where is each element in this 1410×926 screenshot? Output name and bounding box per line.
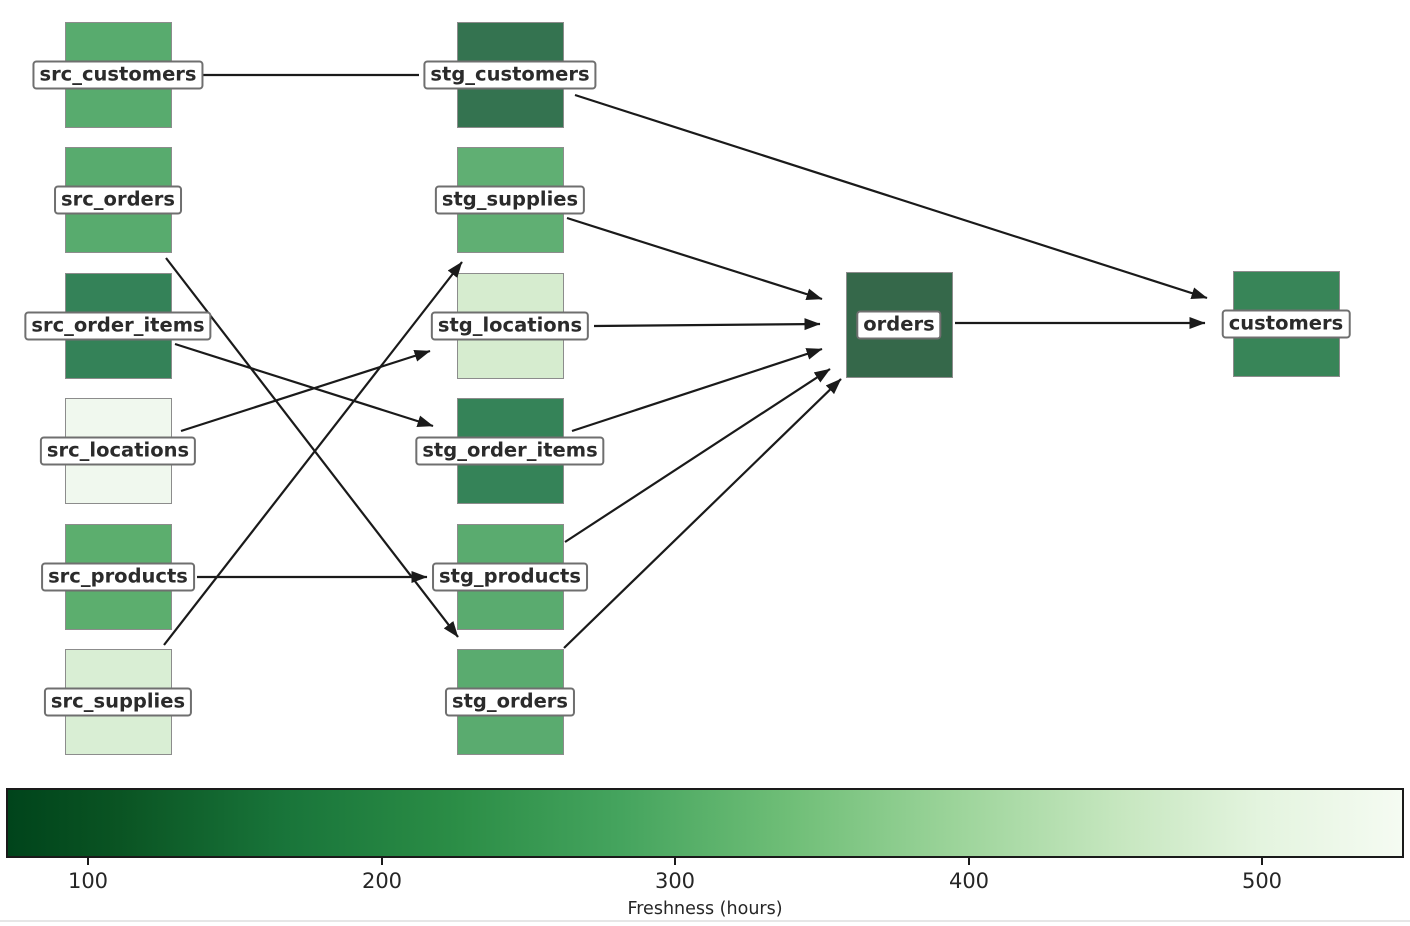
edge-stg_customers-to-customers: [574, 93, 1208, 300]
edge-src_supplies-to-stg_supplies: [163, 261, 463, 646]
edge-stg_orders-to-orders: [563, 378, 842, 649]
edge-src_order_items-to-stg_order_items: [174, 342, 434, 428]
colorbar-ticklabel-500: 500: [1241, 869, 1283, 893]
bottom-rule: [0, 920, 1410, 922]
node-label-stg_orders: stg_orders: [444, 687, 576, 717]
node-label-src_customers: src_customers: [32, 60, 204, 90]
node-label-stg_customers: stg_customers: [423, 60, 597, 90]
node-label-orders: orders: [856, 310, 942, 340]
node-label-src_supplies: src_supplies: [43, 687, 193, 717]
node-label-stg_products: stg_products: [432, 562, 588, 592]
colorbar-tick-200: [381, 858, 383, 865]
colorbar-ticklabel-400: 400: [948, 869, 990, 893]
node-label-src_orders: src_orders: [54, 185, 182, 215]
node-label-src_products: src_products: [41, 562, 195, 592]
edge-stg_order_items-to-orders: [571, 347, 823, 433]
colorbar-tick-300: [674, 858, 676, 865]
colorbar-tick-500: [1261, 858, 1263, 865]
colorbar-ticklabel-200: 200: [361, 869, 403, 893]
node-label-src_locations: src_locations: [39, 436, 197, 466]
node-label-stg_locations: stg_locations: [430, 311, 590, 341]
colorbar-ticklabel-300: 300: [654, 869, 696, 893]
colorbar-tick-100: [87, 858, 89, 865]
freshness-colorbar: [6, 788, 1404, 858]
edge-stg_supplies-to-orders: [566, 216, 823, 301]
colorbar-tick-400: [968, 858, 970, 865]
node-label-src_order_items: src_order_items: [24, 311, 212, 341]
node-label-stg_supplies: stg_supplies: [434, 185, 586, 215]
edge-stg_products-to-orders: [564, 368, 831, 543]
edge-src_locations-to-stg_locations: [180, 349, 431, 433]
edge-src_orders-to-stg_orders: [165, 257, 459, 638]
edge-stg_locations-to-orders: [593, 318, 821, 331]
node-label-customers: customers: [1221, 309, 1351, 339]
colorbar-ticklabel-100: 100: [67, 869, 109, 893]
colorbar-label: Freshness (hours): [627, 899, 783, 919]
node-label-stg_order_items: stg_order_items: [415, 436, 605, 466]
